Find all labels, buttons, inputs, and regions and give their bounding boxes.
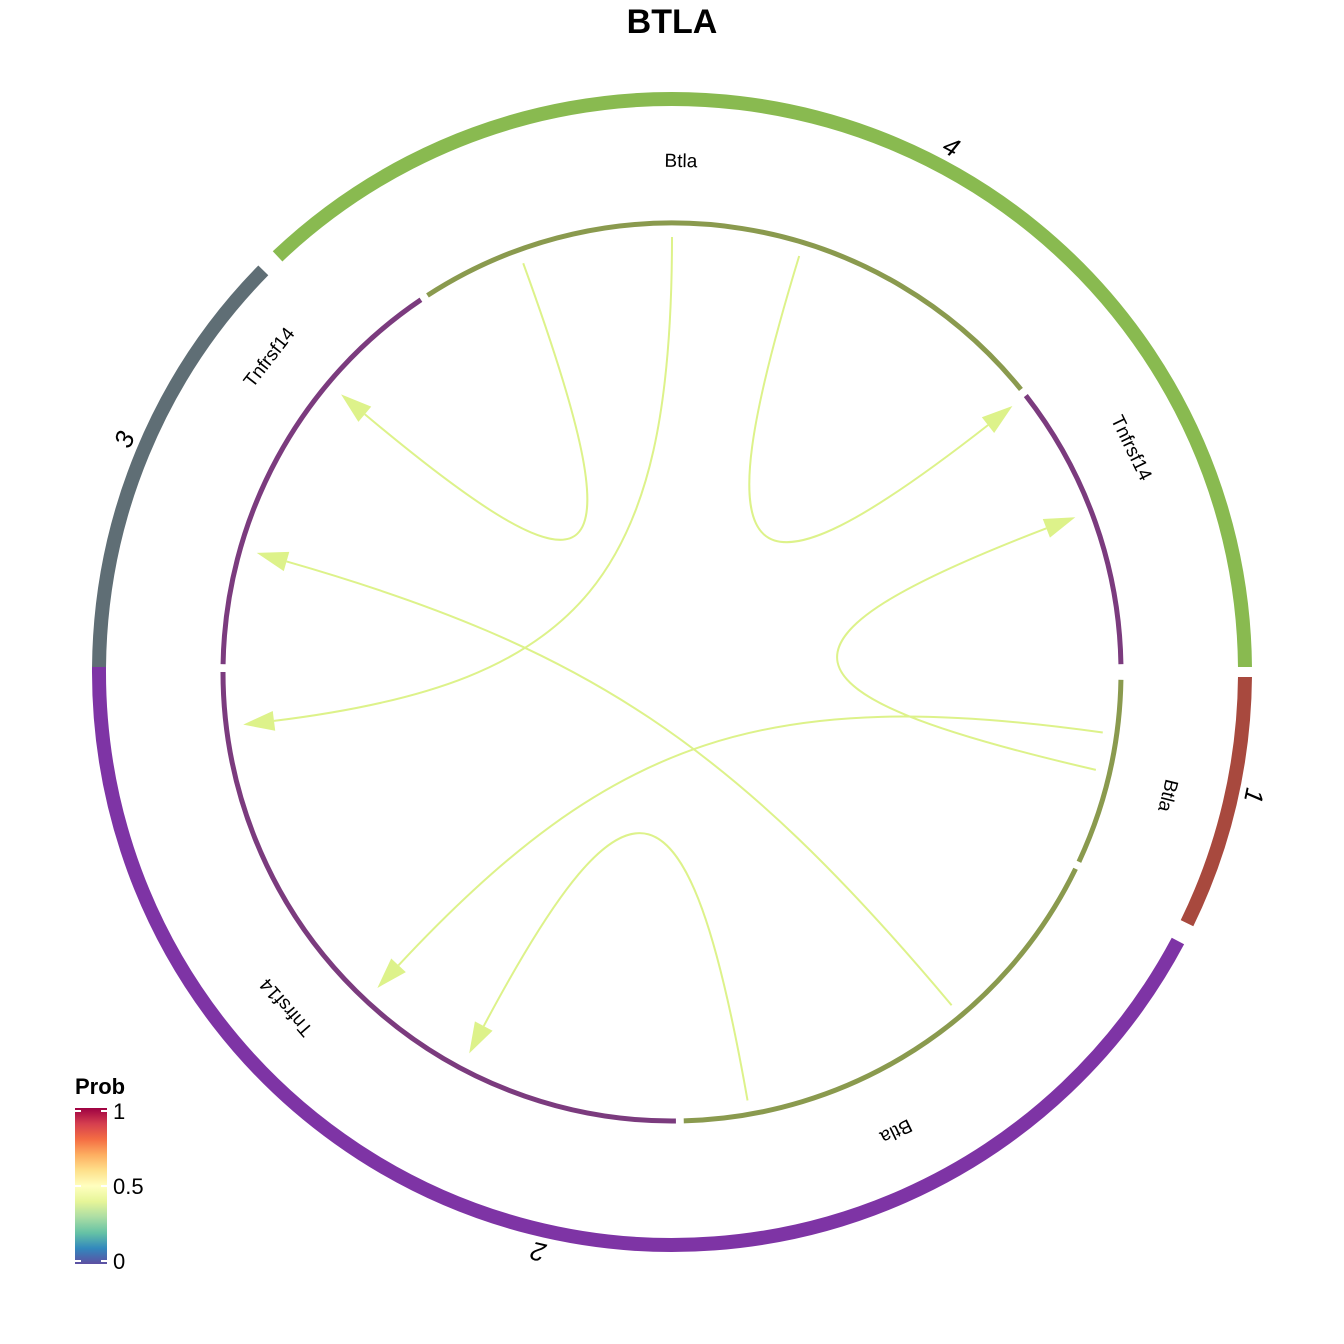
group-label-3: 3 (108, 426, 141, 452)
gene-label-btla-1: Btla (1153, 777, 1181, 814)
gene-label-tnfrsf14-4: Tnfrsf14 (1106, 412, 1156, 484)
sector-arc-btla-2 (683, 867, 1078, 1124)
group-label-1: 1 (1238, 786, 1270, 806)
legend-title: Prob (75, 1074, 125, 1099)
group-ring (92, 91, 1252, 1252)
link-arrowhead-7 (981, 406, 1013, 433)
link-7 (748, 255, 989, 544)
sector-arc-tnfrsf14-4 (1023, 394, 1124, 665)
legend-tick-label: 1 (113, 1099, 125, 1124)
link-arrowhead-4 (469, 1021, 493, 1054)
sector-ring (220, 220, 1124, 1124)
legend-tick-label: 0 (113, 1249, 125, 1274)
link-arrowhead-2 (377, 958, 406, 988)
group-arc-1 (1180, 676, 1252, 927)
link-arrowhead-3 (256, 551, 290, 572)
prob-legend: Prob 1 0.5 0 (75, 1074, 144, 1274)
sector-arc-btla-1 (1076, 679, 1124, 863)
gene-label-tnfrsf14-3: Tnfrsf14 (240, 323, 300, 391)
group-label-4: 4 (938, 130, 965, 163)
link-3 (286, 560, 953, 1006)
group-arc-2 (92, 666, 1185, 1252)
gene-label-tnfrsf14-2: Tnfrsf14 (256, 973, 318, 1040)
legend-tick-label: 0.5 (113, 1174, 144, 1199)
link-arrowhead-5 (243, 710, 276, 731)
gene-labels: Btla Btla Tnfrsf14 Tnfrsf14 Btla Tnfrsf14 (240, 151, 1181, 1148)
link-4 (482, 832, 749, 1101)
sector-arc-tnfrsf14-3 (220, 297, 423, 665)
group-arc-3 (92, 265, 269, 668)
gene-label-btla-4: Btla (664, 151, 698, 173)
diagram-title: BTLA (627, 3, 718, 41)
link-6 (364, 262, 589, 541)
link-1 (836, 527, 1097, 771)
gene-label-btla-2: Btla (876, 1114, 915, 1147)
sector-arc-tnfrsf14-2 (220, 671, 676, 1124)
sector-arc-btla-4 (426, 220, 1023, 392)
link-2 (397, 715, 1103, 966)
link-layer (243, 236, 1103, 1101)
link-5 (273, 236, 673, 722)
link-arrowhead-6 (341, 394, 372, 422)
group-label-2: 2 (527, 1236, 549, 1269)
link-arrowhead-1 (1042, 517, 1076, 538)
group-arc-4 (272, 91, 1252, 668)
